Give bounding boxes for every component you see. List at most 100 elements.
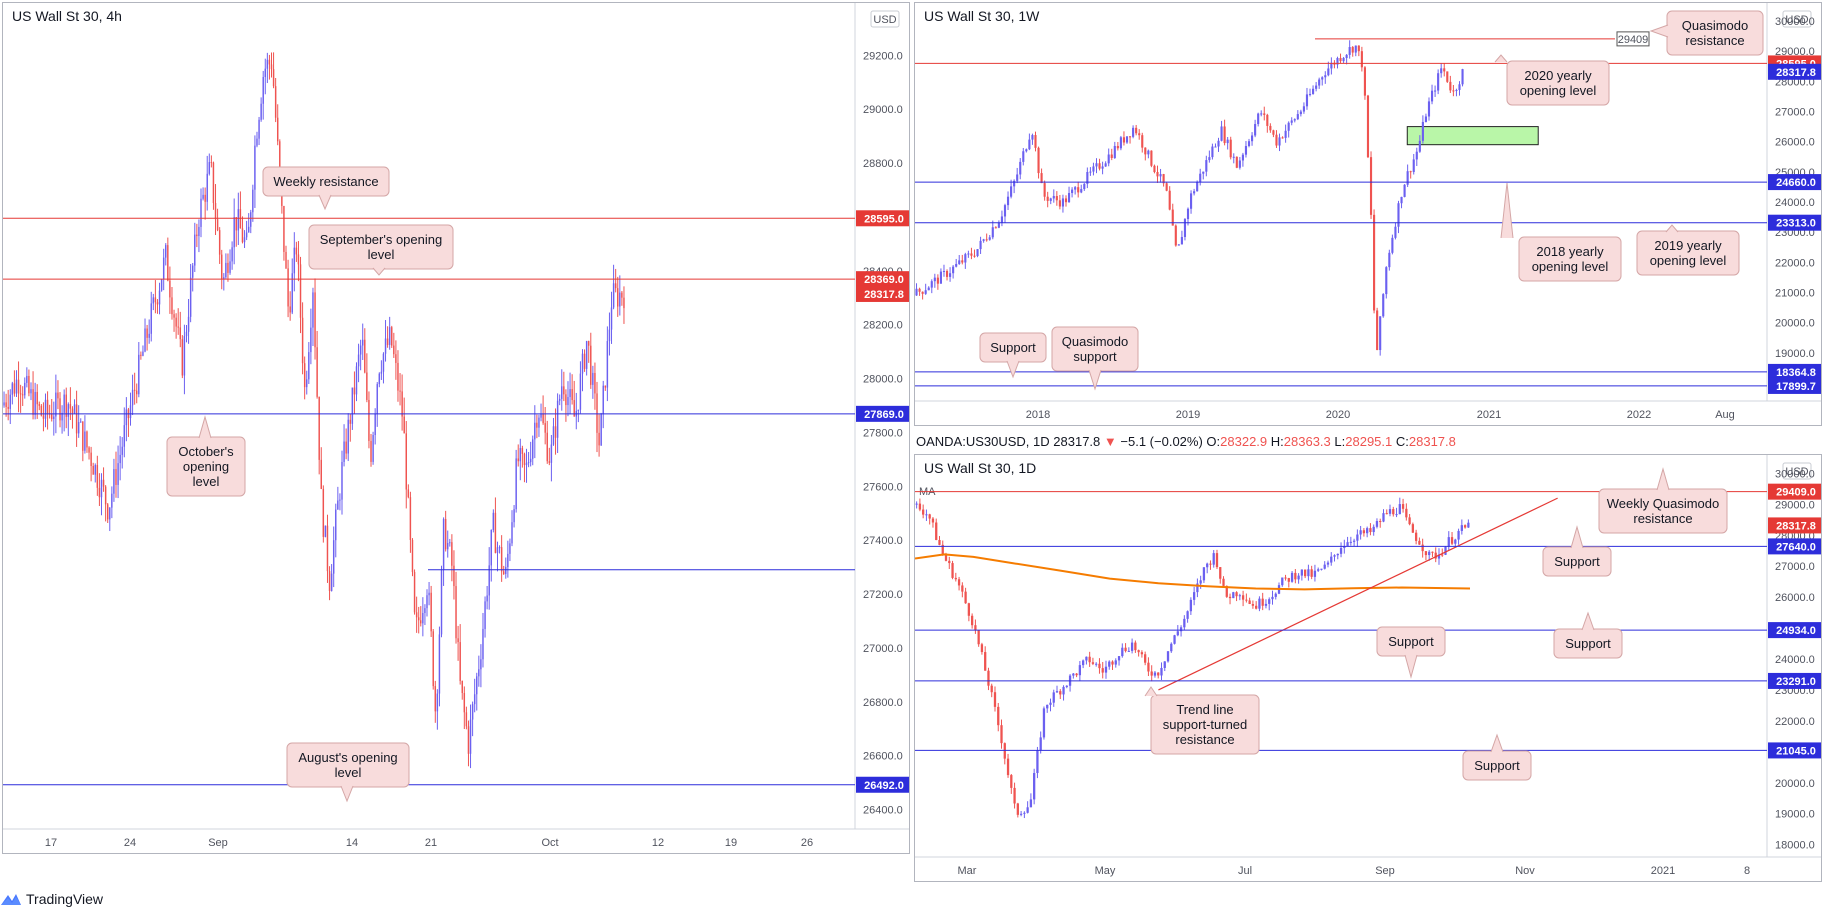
- chart-panel-1d[interactable]: US Wall St 30, 1D USD MA 30000.0 29000.0 2800…: [914, 454, 1824, 882]
- candle-body-0-125: [262, 77, 264, 104]
- candle-body-0-233: [486, 595, 488, 602]
- candle-body-0-106: [223, 277, 225, 280]
- candle-body-0-91: [191, 265, 194, 278]
- candle-body-0-45: [96, 465, 99, 488]
- candle-body-2-153: [1414, 532, 1418, 541]
- candle-body-0-229: [478, 669, 480, 677]
- candle-body-0-242: [505, 567, 507, 575]
- candle-body-1-157: [1394, 226, 1397, 238]
- candle-body-1-159: [1400, 196, 1403, 204]
- currency-label-1: USD: [1785, 14, 1808, 26]
- candle-body-0-151: [316, 347, 318, 397]
- candle-body-2-163: [1447, 537, 1450, 547]
- candle-body-2-74: [1157, 672, 1160, 676]
- candle-body-0-128: [268, 59, 271, 65]
- callout-weekly-resistance: Weekly resistance: [262, 166, 390, 211]
- candle-body-2-150: [1405, 508, 1408, 518]
- currency-badge-1[interactable]: [1782, 10, 1812, 28]
- candle-body-1-140: [1342, 58, 1345, 62]
- candle-body-0-47: [100, 479, 103, 498]
- candle-body-0-232: [484, 601, 486, 629]
- tradingview-footer[interactable]: TradingView: [0, 888, 103, 910]
- candle-body-1-58: [1092, 166, 1095, 172]
- chart-4h-svg[interactable]: US Wall St 30, 4h USD 29200.0 29000.0 28800.…: [3, 3, 912, 853]
- candle-body-2-69: [1140, 652, 1144, 655]
- candle-body-0-293: [610, 307, 613, 330]
- chart-1w-svg[interactable]: US Wall St 30, 1W USD30000.029000.028000.…: [915, 3, 1824, 425]
- candle-body-1-1: [918, 288, 921, 292]
- candle-body-0-239: [498, 547, 501, 549]
- chart-panel-4h[interactable]: US Wall St 30, 4h USD 29200.0 29000.0 28800.…: [2, 2, 912, 854]
- candle-body-2-22: [987, 670, 990, 686]
- level-label-2-3: 23291.0: [1776, 676, 1816, 688]
- chart-panel-1w[interactable]: US Wall St 30, 1W USD 30000.0 29000.0 28000.…: [914, 2, 1824, 426]
- candle-body-1-22: [982, 239, 985, 241]
- candle-body-1-74: [1141, 135, 1144, 148]
- candle-body-0-192: [401, 391, 403, 417]
- candle-body-2-162: [1444, 546, 1447, 555]
- candle-body-1-126: [1299, 111, 1302, 115]
- level-label-1-2-bg: [1768, 174, 1824, 191]
- candle-body-1-108: [1244, 146, 1248, 155]
- currency-badge-0[interactable]: [870, 10, 900, 28]
- candle-body-0-65: [138, 354, 140, 395]
- candle-body-1-133: [1321, 77, 1324, 80]
- candle-body-0-222: [463, 693, 466, 713]
- candle-body-0-32: [69, 404, 72, 409]
- y-tick-2-6: 24000.0: [1775, 654, 1815, 666]
- candle-body-1-81: [1162, 174, 1165, 184]
- candle-body-0-238: [496, 547, 499, 553]
- candle-body-0-19: [42, 415, 45, 419]
- candle-body-1-5: [930, 281, 933, 288]
- candle-body-2-11: [951, 563, 954, 578]
- callout-august-opening-pointer: [340, 785, 354, 803]
- chart-title-1: US Wall St 30, 1W: [924, 8, 1040, 24]
- candle-body-2-16: [967, 603, 971, 616]
- candle-body-2-102: [1248, 600, 1251, 605]
- x-tick-0-4: 21: [425, 837, 437, 849]
- candle-body-1-53: [1077, 187, 1080, 193]
- callout-2018-yearly-line-0: 2018 yearly: [1536, 244, 1604, 259]
- candle-body-2-76: [1163, 661, 1166, 668]
- candle-body-2-109: [1271, 596, 1274, 600]
- candle-body-0-46: [98, 487, 101, 498]
- candle-body-1-119: [1278, 137, 1281, 146]
- candle-body-0-139: [291, 273, 293, 313]
- candle-body-0-148: [310, 327, 312, 353]
- callout-2018-yearly-pointer: [1500, 182, 1514, 239]
- candle-body-1-23: [985, 239, 988, 241]
- candle-body-0-88: [185, 331, 188, 337]
- y-tick-1-8: 22000.0: [1775, 257, 1815, 269]
- callout-weekly-quasimodo-line-1: resistance: [1633, 511, 1692, 526]
- candle-body-0-162: [339, 499, 341, 501]
- candle-body-0-234: [488, 565, 490, 596]
- down-arrow-icon: ▼: [1103, 434, 1117, 449]
- candle-body-0-199: [415, 612, 418, 618]
- candle-body-1-27: [997, 222, 1000, 228]
- callout-2019-yearly-line-1: opening level: [1650, 253, 1727, 268]
- currency-badge-2[interactable]: [1782, 462, 1812, 480]
- x-tick-2-4: Nov: [1515, 865, 1535, 877]
- level-label-1-5-bg: [1768, 377, 1824, 394]
- candle-body-0-142: [297, 254, 300, 265]
- candle-body-0-119: [250, 212, 252, 227]
- candle-body-1-112: [1257, 113, 1260, 125]
- callout-support-4-line-0: Support: [1474, 758, 1520, 773]
- candle-body-0-35: [75, 404, 78, 434]
- candle-body-0-177: [370, 440, 372, 462]
- candle-body-1-131: [1315, 85, 1318, 89]
- candle-body-0-163: [341, 461, 343, 500]
- candle-body-1-80: [1159, 174, 1162, 177]
- candle-body-2-63: [1121, 647, 1124, 657]
- candle-body-0-133: [279, 141, 281, 176]
- chart-1d-svg[interactable]: US Wall St 30, 1D USDMA30000.029000.02800…: [914, 455, 1824, 881]
- candle-body-2-40: [1046, 704, 1049, 709]
- candle-body-1-65: [1113, 145, 1116, 158]
- x-tick-0-1: 24: [124, 837, 136, 849]
- candle-body-0-103: [216, 219, 219, 231]
- candle-body-2-165: [1454, 539, 1457, 544]
- callout-support-3-pointer: [1404, 654, 1418, 679]
- candle-body-2-33: [1023, 812, 1026, 814]
- x-tick-0-8: 26: [801, 837, 813, 849]
